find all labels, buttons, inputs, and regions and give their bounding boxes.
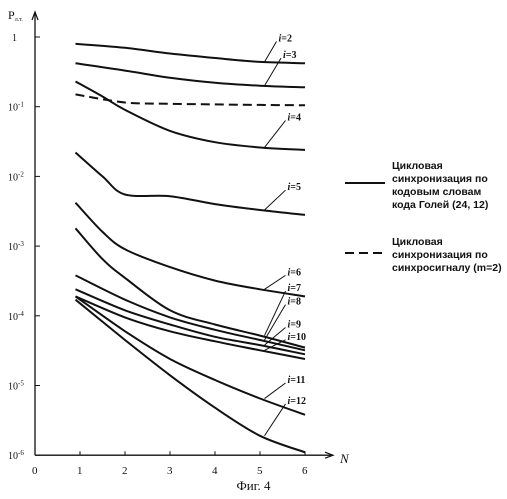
y-axis-label: Pл.т. <box>8 8 23 23</box>
y-tick-exponent: -2 <box>18 170 24 178</box>
series-label-index: i <box>288 182 291 193</box>
series-line-dashed <box>76 94 306 105</box>
y-tick-label: 10-5 <box>8 380 24 393</box>
y-tick-exponent: -1 <box>18 101 24 109</box>
series-label: i=9 <box>288 320 301 331</box>
series-labels: i=2 i=3 i=4 i=5 i=6 i=7 i=8 i=9i=10 i=11 i=12 <box>265 34 306 436</box>
figure-caption: Фиг. 4 <box>0 478 507 494</box>
y-tick-label: 10-4 <box>8 310 24 323</box>
x-axis-label: N <box>339 451 350 466</box>
series-lines <box>76 44 306 453</box>
series-label-index: i <box>283 50 286 61</box>
y-tick-label: 10-3 <box>8 240 24 253</box>
series-label-index: i <box>288 112 291 123</box>
series-leader-line <box>265 190 286 210</box>
y-tick-label: 10-1 <box>8 101 24 114</box>
x-tick-label: 2 <box>122 465 128 477</box>
series-leader-line <box>265 291 286 336</box>
y-tick-label: 1 <box>12 33 17 44</box>
series-label-index: i <box>288 332 291 343</box>
x-tick-label: 6 <box>302 465 308 477</box>
x-tick-label: 1 <box>77 465 83 477</box>
series-label: i=12 <box>288 396 306 407</box>
series-leader-line <box>265 120 286 147</box>
series-label-index: i <box>288 297 291 308</box>
y-tick-exponent: -6 <box>18 449 24 457</box>
series-leader-line <box>265 275 286 289</box>
series-label-index: i <box>288 267 291 278</box>
y-tick-exponent: -5 <box>18 380 24 388</box>
series-leader-line <box>265 305 286 340</box>
y-tick-exponent: -3 <box>18 240 24 248</box>
series-label: i=10 <box>288 332 306 343</box>
series-label: i=3 <box>283 50 296 61</box>
y-tick-exponent: -4 <box>18 310 24 318</box>
x-tick-label: 3 <box>167 465 173 477</box>
y-tick-label: 10-6 <box>8 449 24 462</box>
series-line-i5 <box>76 153 306 215</box>
x-tick-label: 5 <box>257 465 263 477</box>
legend-entry-solid-text: Цикловая синхронизация по кодовым словам… <box>392 160 488 212</box>
series-label-index: i <box>279 34 282 45</box>
series-leader-line <box>265 404 286 436</box>
x-tick-label: 0 <box>32 465 38 477</box>
series-label: i=11 <box>288 375 306 386</box>
series-leader-line <box>265 42 277 62</box>
series-line-i2 <box>76 44 306 64</box>
y-axis-label-sub: л.т. <box>15 17 24 23</box>
series-label: i=2 <box>279 34 292 45</box>
legend-entry-dashed-text: Цикловая синхронизация по синхросигналу … <box>392 236 502 275</box>
series-label-index: i <box>288 320 291 331</box>
series-label: i=8 <box>288 297 301 308</box>
series-label: i=6 <box>288 267 301 278</box>
y-tick-label: 10-2 <box>8 170 24 183</box>
series-label-index: i <box>288 396 291 407</box>
series-leader-line <box>265 383 286 399</box>
series-label-index: i <box>288 375 291 386</box>
series-label: i=5 <box>288 182 301 193</box>
legend-lines <box>345 183 385 253</box>
series-label-index: i <box>288 283 291 294</box>
series-line-i6 <box>76 203 306 297</box>
x-tick-label: 4 <box>212 465 218 477</box>
series-label: i=7 <box>288 283 301 294</box>
series-label: i=4 <box>288 112 301 123</box>
series-line-i11 <box>76 296 306 414</box>
